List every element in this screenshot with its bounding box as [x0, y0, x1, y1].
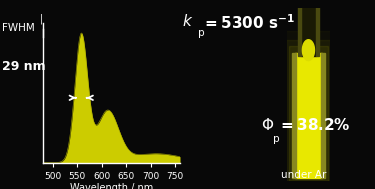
- Text: $\mathbf{= 5300\ s^{-1}}$: $\mathbf{= 5300\ s^{-1}}$: [202, 13, 296, 32]
- Text: under Ar: under Ar: [281, 170, 327, 180]
- Bar: [298, 4, 301, 56]
- Bar: [316, 4, 319, 56]
- Text: $\mathbf{= 38.2\%}$: $\mathbf{= 38.2\%}$: [278, 117, 351, 133]
- Polygon shape: [302, 40, 315, 61]
- Bar: [286, 40, 331, 189]
- Bar: [292, 53, 296, 178]
- Bar: [295, 53, 322, 178]
- Text: |: |: [40, 14, 43, 24]
- Bar: [321, 53, 325, 178]
- Bar: [301, 4, 316, 56]
- X-axis label: Wavelength / nm: Wavelength / nm: [70, 183, 153, 189]
- Text: FWHM: FWHM: [2, 23, 34, 33]
- Bar: [289, 46, 328, 185]
- Text: 29 nm: 29 nm: [2, 60, 45, 74]
- Text: $k$: $k$: [182, 13, 193, 29]
- Text: $\it{\Phi}$: $\it{\Phi}$: [261, 117, 274, 133]
- Text: p: p: [198, 28, 204, 38]
- Text: p: p: [273, 134, 279, 144]
